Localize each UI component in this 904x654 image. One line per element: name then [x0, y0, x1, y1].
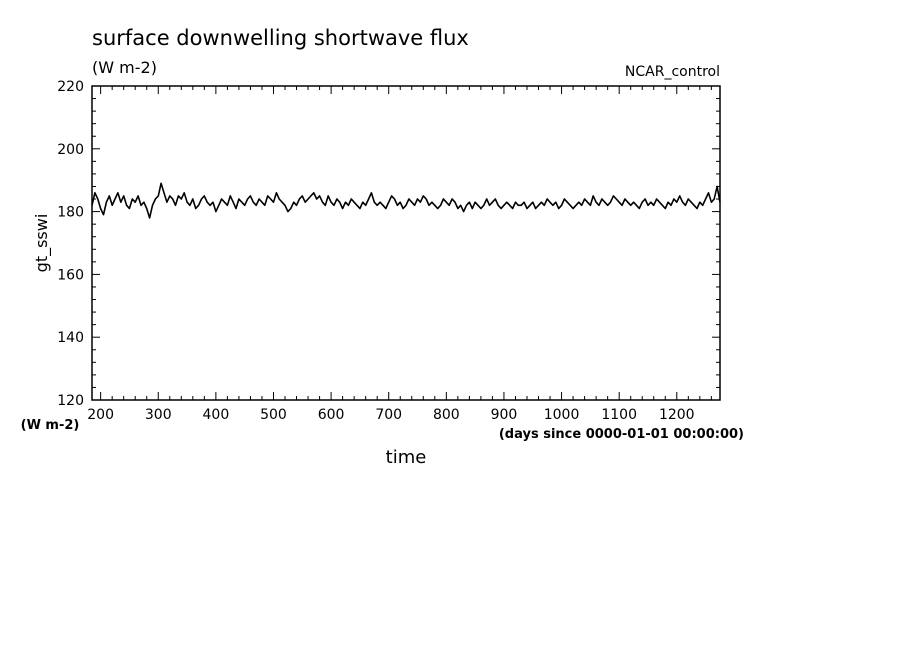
x-tick-label: 1200 [659, 407, 695, 423]
experiment-label: NCAR_control [625, 64, 720, 80]
plot-frame [91, 85, 721, 401]
y-axis-label: gt_sswi [32, 214, 52, 273]
y-tick-label: 120 [57, 393, 84, 409]
x-tick-label: 1000 [544, 407, 580, 423]
x-tick-label: 700 [375, 407, 402, 423]
x-tick-label: 900 [491, 407, 518, 423]
tick-marks [92, 85, 720, 401]
x-tick-label: 200 [87, 407, 114, 423]
x-tick-label: 600 [318, 407, 345, 423]
y-tick-labels: 120 140 160 180 200 220 [57, 79, 84, 409]
x-tick-label: 1100 [601, 407, 637, 423]
x-tick-label: 800 [433, 407, 460, 423]
y-tick-label: 140 [57, 330, 84, 346]
y-tick-label: 200 [57, 142, 84, 158]
y-tick-label: 220 [57, 79, 84, 95]
x-tick-labels: 200 300 400 500 600 700 800 900 1000 1100 1200 [87, 407, 694, 423]
chart-subtitle: (W m-2) [92, 58, 157, 77]
x-tick-label: 300 [145, 407, 172, 423]
x-tick-label: 500 [260, 407, 287, 423]
y-units: (W m-2) [21, 418, 80, 433]
chart-title: surface downwelling shortwave flux [92, 26, 469, 50]
x-axis-label: time [386, 447, 427, 468]
x-units: (days since 0000-01-01 00:00:00) [499, 427, 744, 442]
y-tick-label: 180 [57, 205, 84, 221]
y-tick-label: 160 [57, 267, 84, 283]
series-line [91, 182, 721, 219]
x-tick-label: 400 [203, 407, 230, 423]
